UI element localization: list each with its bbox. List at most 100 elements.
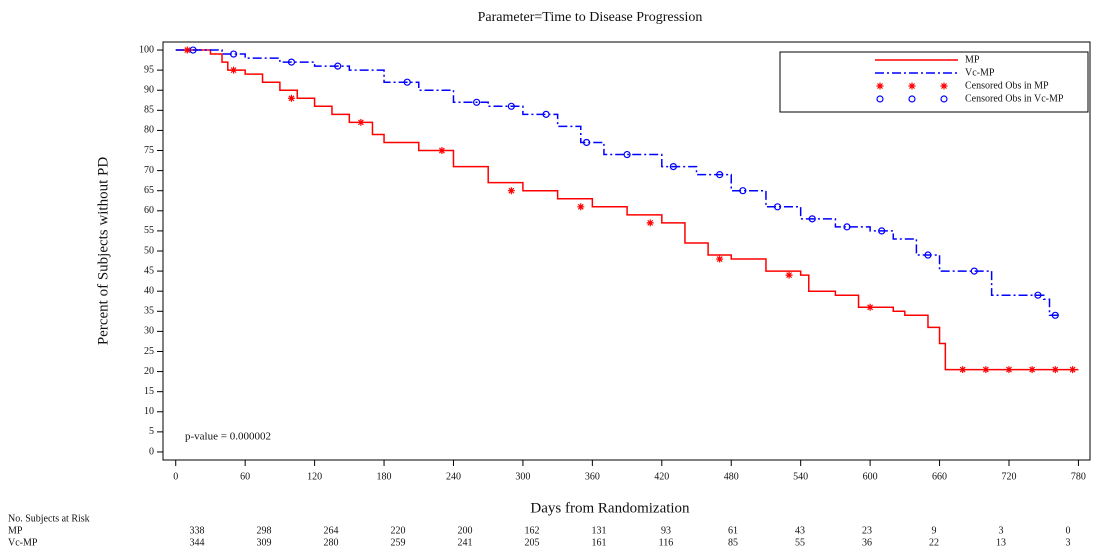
- x-tick-label: 600: [863, 471, 878, 482]
- censor-mark: [623, 150, 631, 159]
- survival-curve: [175, 49, 1062, 317]
- censor-mark: [507, 102, 515, 110]
- censor-mark: [1051, 366, 1059, 374]
- x-tick-label: 240: [446, 471, 461, 482]
- risk-count: 205: [525, 537, 540, 548]
- censor-mark: [334, 62, 342, 70]
- y-tick-label: 60: [144, 205, 154, 216]
- risk-count: 13: [996, 537, 1006, 548]
- legend-swatch: [908, 95, 916, 103]
- y-tick-label: 45: [144, 265, 154, 276]
- y-tick-label: 0: [149, 446, 154, 457]
- x-tick-label: 360: [585, 471, 600, 482]
- y-tick-label: 95: [144, 64, 154, 75]
- censor-mark: [1028, 366, 1036, 374]
- risk-count: 309: [257, 537, 272, 548]
- x-tick-label: 180: [377, 471, 392, 482]
- risk-count: 61: [728, 525, 738, 536]
- risk-count: 93: [661, 525, 671, 536]
- legend-swatch: [876, 95, 884, 103]
- censor-mark: [287, 94, 295, 102]
- censor-mark: [716, 255, 724, 263]
- risk-count: 3: [999, 525, 1004, 536]
- y-tick-label: 40: [144, 285, 154, 296]
- censor-mark: [183, 46, 191, 54]
- y-tick-label: 75: [144, 145, 154, 156]
- risk-table-title: No. Subjects at Risk: [8, 513, 90, 524]
- y-tick-label: 100: [139, 44, 154, 55]
- legend-swatch: [940, 95, 948, 103]
- censor-mark: [1051, 311, 1059, 319]
- censor-mark: [403, 78, 411, 86]
- y-tick-label: 70: [144, 165, 154, 176]
- legend-label: MP: [965, 54, 980, 65]
- y-axis-label: Percent of Subjects without PD: [95, 157, 111, 345]
- risk-count: 200: [458, 525, 473, 536]
- legend-box: [779, 51, 1089, 113]
- x-tick-label: 480: [724, 471, 739, 482]
- censor-mark: [924, 251, 932, 259]
- censor-mark: [507, 187, 515, 195]
- risk-count: 338: [190, 525, 205, 536]
- censor-mark: [438, 147, 446, 155]
- x-tick-label: 300: [515, 471, 530, 482]
- y-tick-label: 30: [144, 326, 154, 337]
- y-tick-label: 85: [144, 105, 154, 116]
- risk-row-label: MP: [8, 525, 23, 536]
- censor-mark: [287, 58, 296, 66]
- censor-mark: [542, 110, 550, 118]
- censor-mark: [1069, 366, 1077, 374]
- x-tick-label: 420: [654, 471, 669, 482]
- survival-curve: [175, 49, 1079, 371]
- censor-mark: [808, 215, 816, 223]
- risk-count: 344: [190, 537, 205, 548]
- risk-count: 131: [592, 525, 607, 536]
- risk-count: 280: [324, 537, 339, 548]
- x-tick-label: 780: [1071, 471, 1086, 482]
- censor-mark: [785, 271, 793, 279]
- risk-count: 3: [1066, 537, 1071, 548]
- x-tick-label: 720: [1001, 471, 1016, 482]
- x-tick-label: 540: [793, 471, 808, 482]
- risk-count: 55: [795, 537, 805, 548]
- risk-count: 220: [391, 525, 406, 536]
- y-tick-label: 15: [144, 386, 154, 397]
- censor-mark: [970, 267, 978, 275]
- legend-label: Censored Obs in Vc-MP: [965, 93, 1064, 104]
- y-tick-label: 35: [144, 306, 154, 317]
- annotation: p-value = 0.000002: [185, 431, 271, 443]
- x-tick-label: 660: [932, 471, 947, 482]
- legend-swatch: [876, 82, 884, 90]
- risk-count: 22: [929, 537, 939, 548]
- censor-mark: [982, 366, 990, 374]
- risk-count: 298: [257, 525, 272, 536]
- risk-count: 241: [458, 537, 473, 548]
- censor-mark: [669, 162, 677, 171]
- censor-mark: [1034, 291, 1042, 299]
- censor-mark: [582, 138, 591, 147]
- x-tick-label: 120: [307, 471, 322, 482]
- censor-mark: [646, 219, 654, 227]
- censor-mark: [866, 303, 874, 311]
- y-tick-label: 80: [144, 125, 154, 136]
- x-axis-label: Days from Randomization: [530, 500, 690, 516]
- risk-count: 23: [862, 525, 872, 536]
- censor-mark: [577, 203, 585, 211]
- legend-swatch: [908, 82, 916, 90]
- risk-count: 161: [592, 537, 607, 548]
- y-tick-label: 50: [144, 245, 154, 256]
- risk-count: 264: [324, 525, 339, 536]
- risk-row-label: Vc-MP: [8, 537, 38, 548]
- risk-count: 85: [728, 537, 738, 548]
- y-tick-label: 65: [144, 185, 154, 196]
- risk-count: 43: [795, 525, 805, 536]
- legend-label: Vc-MP: [965, 67, 995, 78]
- legend-label: Censored Obs in MP: [965, 80, 1049, 91]
- risk-count: 162: [525, 525, 540, 536]
- risk-count: 0: [1066, 525, 1071, 536]
- y-tick-label: 10: [144, 406, 154, 417]
- risk-count: 9: [932, 525, 937, 536]
- censor-mark: [230, 66, 238, 74]
- censor-mark: [878, 227, 886, 235]
